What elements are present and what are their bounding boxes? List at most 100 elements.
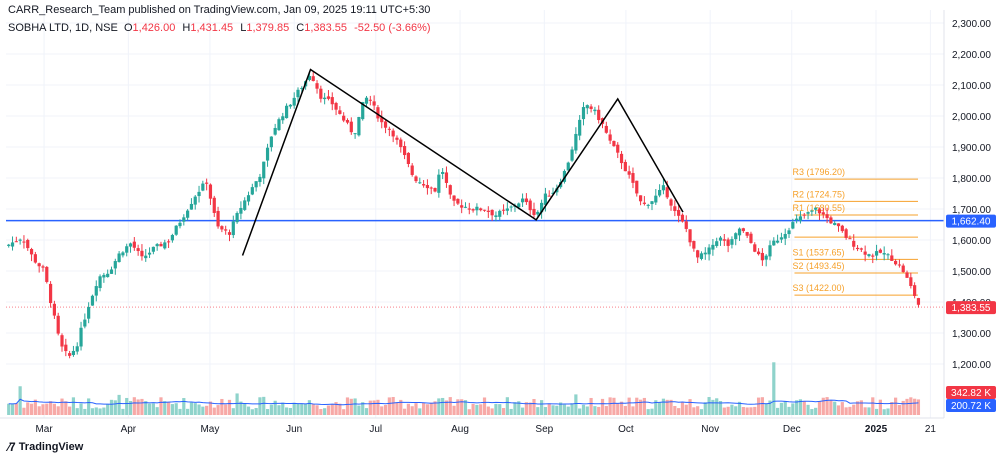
candle-body xyxy=(170,235,174,241)
candle-body xyxy=(243,200,247,210)
volume-bar xyxy=(730,404,734,415)
volume-bar xyxy=(422,402,426,415)
candle-body xyxy=(109,269,114,274)
candle-body xyxy=(848,238,852,240)
volume-bar xyxy=(874,408,879,415)
volume-bar xyxy=(635,397,639,415)
volume-bar xyxy=(783,400,787,415)
time-tick-label: Mar xyxy=(35,424,53,435)
volume-bar xyxy=(536,407,540,415)
candle-body xyxy=(795,218,799,221)
candle-body xyxy=(345,120,350,123)
volume-bar xyxy=(444,400,449,415)
volume-bar xyxy=(342,409,346,415)
volume-bar xyxy=(471,403,475,415)
volume-bar xyxy=(414,403,418,415)
candle-body xyxy=(471,209,475,211)
candle-body xyxy=(178,222,182,227)
candle-body xyxy=(905,272,909,278)
volume-bar xyxy=(863,407,867,415)
volume-bar xyxy=(387,397,391,415)
volume-bar xyxy=(18,386,22,415)
candle-body xyxy=(364,97,369,104)
volume-bar xyxy=(760,397,764,415)
volume-bar xyxy=(555,405,559,415)
candle-body xyxy=(319,88,323,99)
candle-body xyxy=(836,223,841,227)
volume-bar xyxy=(406,403,410,415)
volume-bar xyxy=(296,403,300,415)
tradingview-brand[interactable]: ⁄7 TradingView xyxy=(8,440,83,454)
time-tick-label: Oct xyxy=(618,424,634,435)
candle-body xyxy=(353,133,357,135)
volume-bar xyxy=(814,407,818,415)
volume-bar xyxy=(715,398,719,415)
volume-bar xyxy=(547,403,551,415)
volume-bar xyxy=(684,404,688,415)
last-price-badge-bg xyxy=(946,301,996,315)
candle-body xyxy=(509,206,513,208)
volume-bar xyxy=(909,397,913,415)
candle-body xyxy=(330,97,334,105)
candle-body xyxy=(22,241,26,243)
open-label: O xyxy=(123,22,133,34)
volume-bar xyxy=(220,398,224,415)
time-axis[interactable]: Mar Apr May Jun Jul Aug Sep Oct Nov Dec 2025 21 xyxy=(0,417,944,435)
candle-body xyxy=(578,119,582,136)
volume-bar xyxy=(791,403,795,415)
candle-body xyxy=(585,105,589,109)
candle-body xyxy=(163,242,167,249)
volume-bar xyxy=(623,406,627,415)
candle-body xyxy=(821,212,825,215)
candle-body xyxy=(391,130,395,137)
volume-bar xyxy=(357,405,361,415)
volume-bar xyxy=(273,400,277,415)
volume-bar xyxy=(692,407,696,415)
volume-bar xyxy=(696,406,700,415)
candle-body xyxy=(589,106,593,109)
volume-bar xyxy=(132,397,136,415)
volume-bar xyxy=(163,401,167,415)
candle-body xyxy=(882,253,886,255)
candle-body xyxy=(323,97,327,100)
volume-bar xyxy=(448,397,452,415)
volume-bar xyxy=(433,401,437,415)
volume-bar xyxy=(855,401,860,415)
candle-body xyxy=(132,241,136,248)
price-axis[interactable]: 2,300.00 2,200.00 2,100.00 2,000.00 1,900.00… xyxy=(943,10,991,418)
pivot-label-s3: S3 (1422.00) xyxy=(792,283,844,293)
volume-bar xyxy=(627,397,631,415)
close-label: C xyxy=(296,22,305,34)
candle-body xyxy=(703,252,707,255)
volume-bar xyxy=(699,409,704,415)
candle-body xyxy=(262,161,266,179)
candle-body xyxy=(106,273,110,278)
volume-bar xyxy=(616,403,620,415)
volume-bar xyxy=(463,400,468,415)
volume-bar xyxy=(338,403,342,415)
pivot-label-r3: R3 (1796.20) xyxy=(792,167,845,177)
volume-bar xyxy=(722,407,726,415)
symbol-name: SOBHA LTD, 1D, NSE xyxy=(8,22,118,34)
volume-average-badge-bg xyxy=(946,399,996,412)
volume-bar xyxy=(642,397,646,415)
candle-body xyxy=(635,180,639,194)
candle-body xyxy=(197,191,201,197)
candle-body xyxy=(570,149,574,161)
candle-body xyxy=(562,170,567,182)
volume-bar xyxy=(68,406,72,415)
last-volume-badge-text: 342.82 K xyxy=(951,388,991,399)
volume-bar xyxy=(711,399,715,415)
candle-body xyxy=(619,153,624,164)
volume-bar xyxy=(513,402,517,415)
candle-body xyxy=(734,233,738,240)
volume-bar xyxy=(772,362,776,415)
candle-body xyxy=(90,295,95,306)
candle-body xyxy=(220,226,224,230)
candle-body xyxy=(768,245,772,257)
volume-bar xyxy=(102,407,106,415)
volume-bar xyxy=(658,401,662,415)
candle-body xyxy=(745,232,749,236)
volume-bar xyxy=(7,403,11,415)
